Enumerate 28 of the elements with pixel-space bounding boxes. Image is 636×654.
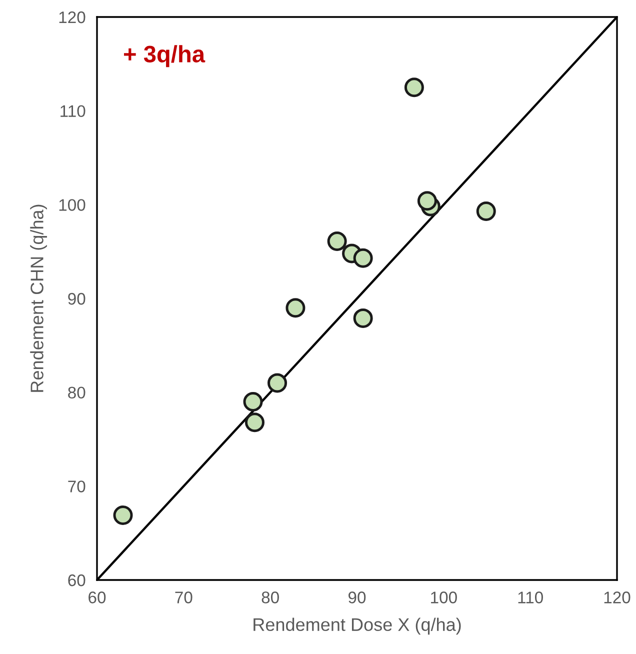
point (268, 373, 288, 393)
annotation: + 3q/ha (124, 45, 206, 68)
x-tick-label: 110 (518, 592, 543, 604)
x-tick-label: 60 (88, 592, 106, 604)
point (417, 191, 437, 211)
y-tick-label: 90 (68, 292, 86, 305)
point (113, 506, 133, 526)
point (244, 412, 264, 432)
x-tick-label: 120 (604, 592, 630, 604)
y-tick-label: 110 (60, 105, 86, 118)
x-tick-label: 90 (348, 592, 366, 604)
y-axis-title: Rendement CHN (q/ha) (30, 204, 47, 392)
x-tick-label: 70 (175, 592, 192, 604)
point (353, 248, 373, 268)
point (243, 392, 263, 412)
y-tick-label: 100 (59, 199, 86, 211)
point (404, 78, 424, 98)
point (327, 232, 347, 252)
y-tick-label: 70 (68, 480, 86, 492)
x-axis-title: Rendement Dose X (q/ha) (254, 618, 461, 635)
x-tick-label: 80 (262, 592, 279, 604)
y-tick-label: 120 (59, 11, 86, 24)
point (353, 308, 373, 328)
x-tick-label: 100 (431, 592, 457, 604)
y-tick-label: 60 (68, 574, 86, 586)
y-tick-label: 80 (68, 386, 86, 399)
point (476, 201, 496, 221)
point (286, 298, 306, 318)
